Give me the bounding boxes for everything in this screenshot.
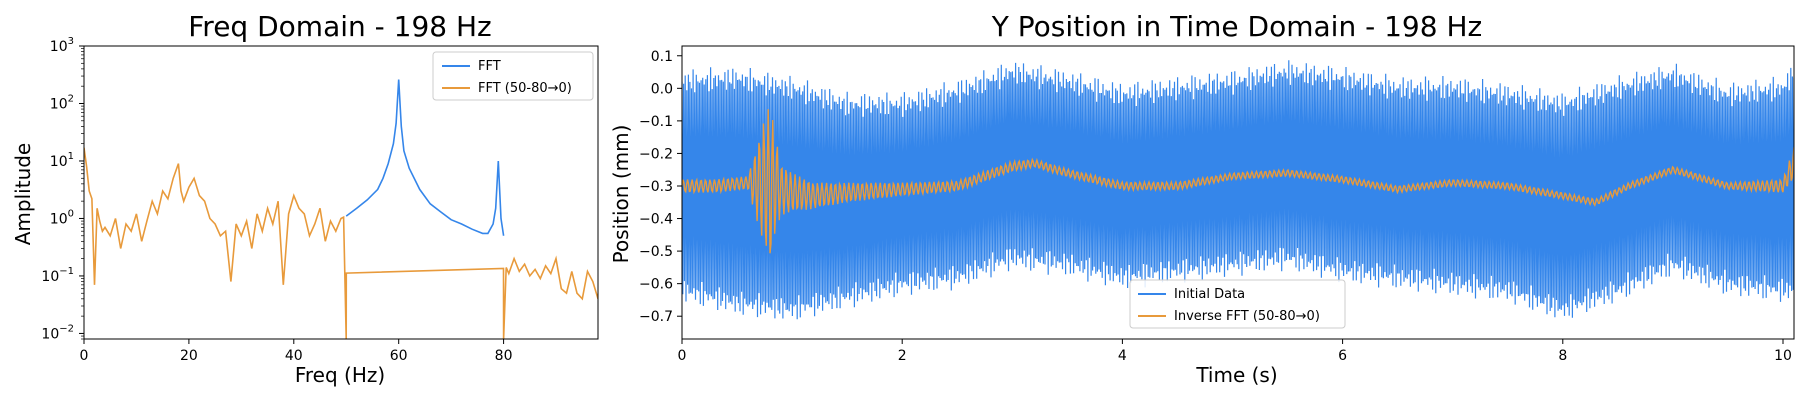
freq-legend-box	[432, 51, 594, 101]
freq-plot-area	[84, 79, 598, 339]
time-x-tick-label: 2	[898, 348, 907, 364]
freq-series-filtered	[84, 147, 598, 339]
freq-legend-filtered-label: FFT (50-80→0)	[478, 81, 572, 96]
time-series-initial	[682, 60, 1794, 320]
time-chart-title: Y Position in Time Domain - 198 Hz	[991, 10, 1482, 43]
freq-chart-ylabel: Amplitude	[11, 143, 35, 246]
freq-x-tick-label: 80	[495, 348, 513, 364]
freq-chart-xlabel: Freq (Hz)	[295, 363, 385, 387]
time-x-tick-label: 10	[1774, 348, 1792, 364]
time-legend-initial-label: Initial Data	[1174, 287, 1245, 302]
freq-legend: FFT FFT (50-80→0)	[432, 51, 594, 101]
freq-x-ticks: 0 20 40 60 80	[80, 339, 513, 364]
freq-y-tick-label: 10−1	[41, 266, 74, 285]
freq-legend-fft-label: FFT	[478, 59, 501, 74]
freq-x-tick-label: 40	[285, 348, 303, 364]
freq-chart-title: Freq Domain - 198 Hz	[188, 10, 492, 43]
freq-series-fft	[345, 79, 505, 236]
freq-y-tick-label: 100	[50, 208, 74, 227]
time-y-tick-label: −0.1	[639, 114, 673, 130]
time-legend: Initial Data Inverse FFT (50-80→0)	[1129, 279, 1346, 329]
time-chart-xlabel: Time (s)	[1195, 363, 1277, 387]
time-y-tick-label: 0.1	[651, 49, 673, 65]
freq-y-tick-label: 103	[50, 36, 74, 55]
time-plot-frame	[681, 45, 1795, 340]
freq-y-tick-label: 102	[50, 93, 74, 112]
time-plot-area	[682, 60, 1794, 320]
freq-y-tick-label: 10−2	[41, 323, 74, 342]
time-y-tick-label: −0.5	[639, 244, 673, 260]
time-x-tick-label: 8	[1558, 348, 1567, 364]
freq-y-tick-label: 101	[50, 151, 74, 170]
time-y-ticks: −0.7 −0.6 −0.5 −0.4 −0.3 −0.2 −0.1 0.0 0.1	[639, 49, 682, 325]
time-y-tick-label: 0.0	[651, 81, 673, 97]
time-y-tick-label: −0.2	[639, 146, 673, 162]
time-legend-box	[1129, 279, 1346, 329]
freq-chart: Freq Domain - 198 Hz Freq (Hz) Amplitude…	[11, 10, 599, 387]
time-chart: Y Position in Time Domain - 198 Hz Time …	[609, 10, 1795, 387]
time-x-tick-label: 6	[1338, 348, 1347, 364]
freq-x-tick-label: 0	[80, 348, 89, 364]
freq-plot-frame	[83, 45, 599, 340]
time-y-tick-label: −0.6	[639, 277, 673, 293]
time-y-tick-label: −0.7	[639, 309, 673, 325]
freq-x-tick-label: 60	[390, 348, 408, 364]
time-y-tick-label: −0.3	[639, 179, 673, 195]
time-chart-ylabel: Position (mm)	[609, 125, 633, 264]
time-legend-inverse-label: Inverse FFT (50-80→0)	[1174, 309, 1320, 324]
time-y-tick-label: −0.4	[639, 212, 673, 228]
freq-x-tick-label: 20	[180, 348, 198, 364]
freq-y-ticks: 10−2 10−1 100 101 102 103	[41, 36, 84, 342]
time-x-tick-label: 0	[678, 348, 687, 364]
time-x-ticks: 0 2 4 6 8 10	[678, 339, 1792, 364]
time-x-tick-label: 4	[1118, 348, 1127, 364]
time-series-inverse	[682, 109, 1794, 254]
